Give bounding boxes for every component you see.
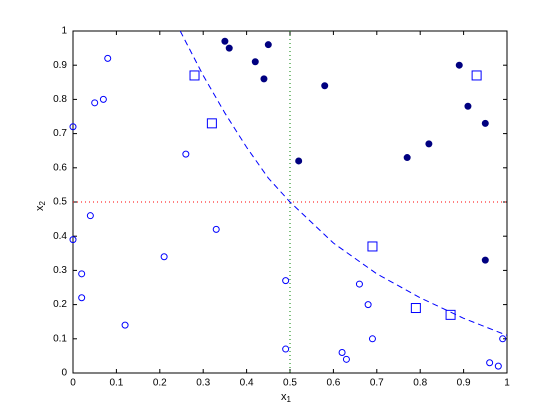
y-tick-label: 0.2	[53, 299, 67, 310]
point	[282, 345, 290, 353]
x-tick-label: 0.5	[283, 378, 297, 389]
point	[295, 157, 303, 165]
y-tick-label: 0	[61, 368, 67, 379]
point	[69, 236, 77, 244]
point	[225, 44, 233, 52]
x-tick-label: 0.2	[153, 378, 167, 389]
point	[342, 355, 350, 363]
point	[69, 123, 77, 131]
point	[445, 309, 456, 320]
point	[471, 70, 482, 81]
x-tick-label: 0.8	[413, 378, 427, 389]
x-tick-label: 0.9	[457, 378, 471, 389]
point	[206, 118, 217, 129]
point	[251, 58, 259, 66]
point	[99, 95, 107, 103]
x-tick-label: 0.6	[326, 378, 340, 389]
x-tick-label: 0.3	[196, 378, 210, 389]
x-axis-label: x1	[281, 391, 292, 404]
point	[338, 348, 346, 356]
point	[481, 256, 489, 264]
y-tick-label: 1	[61, 26, 67, 37]
point	[494, 362, 502, 370]
point	[212, 225, 220, 233]
point	[410, 303, 421, 314]
point	[221, 37, 229, 45]
point	[355, 280, 363, 288]
point	[321, 82, 329, 90]
y-tick-label: 0.7	[53, 128, 67, 139]
y-tick-label: 0.1	[53, 333, 67, 344]
x-tick-label: 1	[504, 378, 510, 389]
point	[425, 140, 433, 148]
point	[260, 75, 268, 83]
x-tick-label: 0.1	[109, 378, 123, 389]
point	[78, 270, 86, 278]
point	[264, 41, 272, 49]
point	[160, 253, 168, 261]
point	[282, 277, 290, 285]
point	[182, 150, 190, 158]
point	[499, 335, 507, 343]
point	[91, 99, 99, 107]
y-tick-label: 0.4	[53, 231, 67, 242]
x-tick-label: 0	[70, 378, 76, 389]
point	[78, 294, 86, 302]
point	[364, 301, 372, 309]
y-tick-label: 0.3	[53, 265, 67, 276]
point	[104, 54, 112, 62]
point	[367, 241, 378, 252]
y-tick-label: 0.9	[53, 60, 67, 71]
y-axis-label: x2	[34, 200, 47, 211]
point	[121, 321, 129, 329]
point	[464, 102, 472, 110]
x-tick-label: 0.7	[370, 378, 384, 389]
point	[455, 61, 463, 69]
y-tick-label: 0.8	[53, 94, 67, 105]
point	[481, 119, 489, 127]
point	[86, 212, 94, 220]
y-tick-label: 0.5	[53, 197, 67, 208]
curve	[179, 30, 508, 336]
x-tick-label: 0.4	[240, 378, 254, 389]
point	[368, 335, 376, 343]
point	[189, 70, 200, 81]
point	[486, 359, 494, 367]
y-tick-label: 0.6	[53, 162, 67, 173]
point	[403, 154, 411, 162]
